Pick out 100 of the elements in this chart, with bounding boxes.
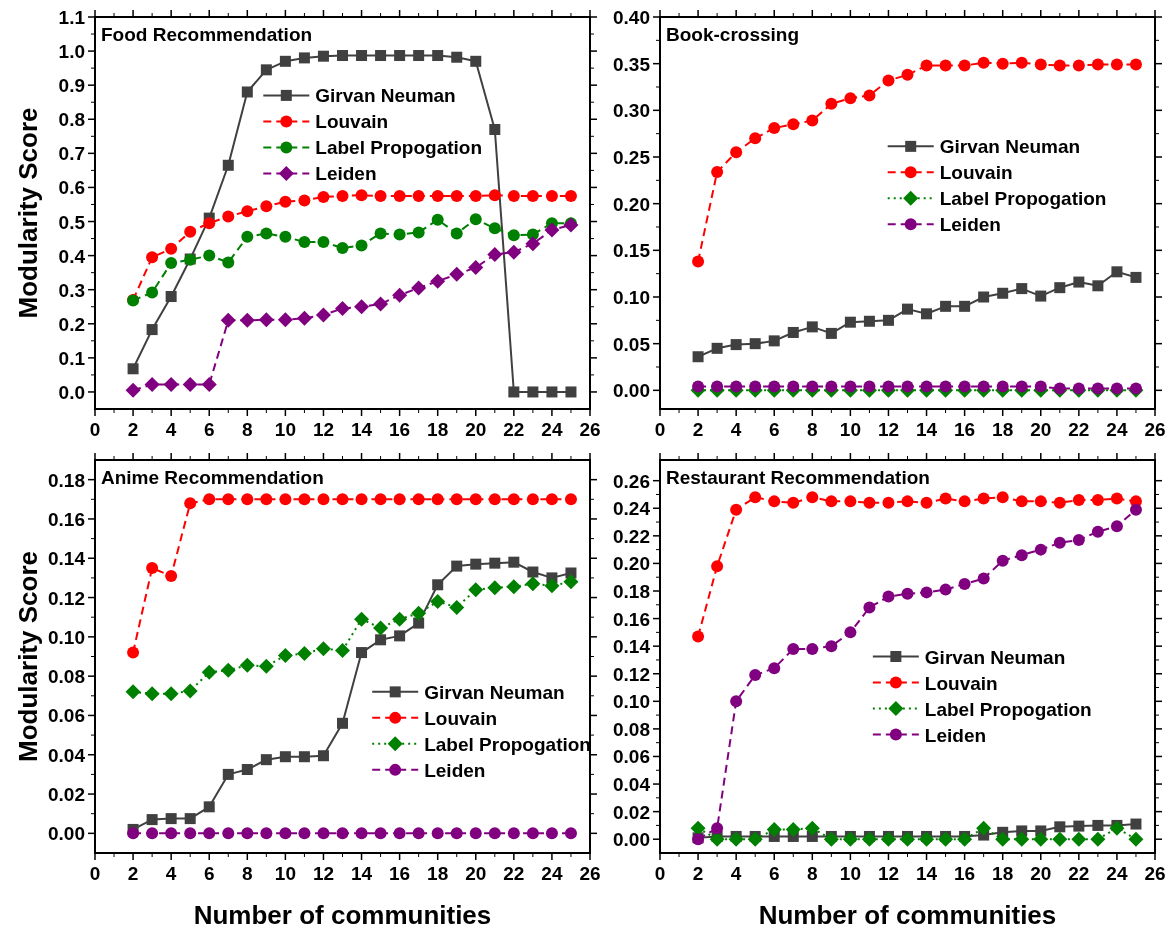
point: [258, 658, 274, 674]
point: [373, 296, 389, 312]
x-tick-label: 18: [427, 863, 449, 884]
point: [882, 496, 895, 509]
x-tick-label: 0: [654, 419, 666, 440]
point: [144, 686, 160, 702]
legend-label: Label Propogation: [424, 733, 591, 755]
y-tick-label: 0.02: [613, 801, 650, 823]
point: [900, 831, 915, 847]
point: [298, 194, 311, 207]
point: [863, 315, 875, 327]
x-tick-label: 2: [692, 863, 704, 884]
point: [489, 123, 501, 135]
point: [239, 657, 255, 673]
point: [165, 291, 177, 303]
point: [488, 189, 501, 202]
point: [125, 382, 141, 398]
point: [939, 380, 952, 393]
y-tick-label: 0.14: [48, 548, 86, 570]
point: [146, 286, 159, 299]
x-axis-title: Number of communities: [758, 900, 1057, 930]
point: [506, 244, 522, 260]
point: [692, 630, 705, 643]
point: [1073, 276, 1085, 288]
point: [488, 222, 501, 235]
point: [1091, 525, 1104, 538]
x-tick-label: 20: [1030, 863, 1052, 884]
point: [920, 59, 933, 72]
point: [806, 642, 819, 655]
y-tick-label: 0.4: [58, 245, 86, 267]
point: [995, 831, 1011, 847]
point: [977, 572, 990, 585]
point: [730, 695, 743, 708]
point: [692, 255, 705, 268]
point: [222, 827, 235, 840]
point: [279, 751, 291, 763]
point: [354, 611, 370, 627]
point: [901, 587, 914, 600]
x-tick-label: 26: [1144, 419, 1166, 440]
point: [239, 312, 255, 328]
point: [165, 827, 178, 840]
point: [488, 827, 501, 840]
y-tick-label: 0.10: [613, 691, 650, 713]
point: [565, 567, 577, 579]
point: [298, 827, 311, 840]
point: [1015, 380, 1028, 393]
point: [296, 310, 312, 326]
x-tick-label: 20: [465, 863, 487, 884]
point: [146, 251, 159, 264]
point: [411, 280, 427, 296]
point: [374, 493, 387, 506]
legend-label: Girvan Neuman: [424, 681, 565, 703]
x-tick-label: 18: [427, 419, 449, 440]
x-tick-label: 10: [274, 419, 296, 440]
point: [165, 257, 178, 270]
legend-label: Louvain: [939, 162, 1013, 184]
y-tick-label: 0.00: [48, 823, 85, 845]
point: [545, 493, 558, 506]
y-tick-label: 0.10: [613, 287, 650, 308]
point: [902, 303, 913, 315]
point: [1092, 280, 1104, 292]
point: [996, 57, 1009, 70]
point: [163, 376, 179, 392]
x-tick-label: 14: [350, 863, 373, 884]
x-tick-label: 12: [877, 863, 900, 884]
point: [450, 227, 463, 240]
point: [711, 560, 724, 573]
point: [749, 669, 762, 682]
point: [165, 569, 178, 582]
point: [203, 249, 216, 262]
y-tick-label: 0.2: [58, 313, 85, 335]
legend-label: Girvan Neuman: [939, 136, 1081, 158]
y-tick-label: 0.20: [613, 553, 650, 575]
point: [488, 493, 501, 506]
point: [957, 831, 973, 847]
point: [825, 380, 838, 393]
point: [469, 827, 482, 840]
point: [393, 827, 406, 840]
point: [468, 582, 484, 598]
point: [337, 50, 348, 62]
point: [901, 68, 914, 81]
point: [863, 89, 876, 102]
point: [806, 380, 819, 393]
point: [978, 291, 990, 303]
y-tick-label: 0.25: [613, 147, 651, 168]
point: [787, 642, 800, 655]
y-tick-label: 0.18: [48, 469, 85, 491]
point: [336, 493, 349, 506]
point: [844, 316, 856, 328]
point: [1130, 271, 1142, 283]
point: [241, 493, 254, 506]
y-tick-label: 0.05: [613, 333, 651, 355]
point: [785, 822, 801, 838]
point: [315, 641, 331, 657]
point: [996, 491, 1009, 504]
y-tick-label: 0.10: [48, 626, 85, 648]
point: [182, 683, 198, 699]
point: [355, 239, 368, 252]
point: [451, 51, 463, 63]
y-tick-label: 0.06: [613, 746, 650, 768]
